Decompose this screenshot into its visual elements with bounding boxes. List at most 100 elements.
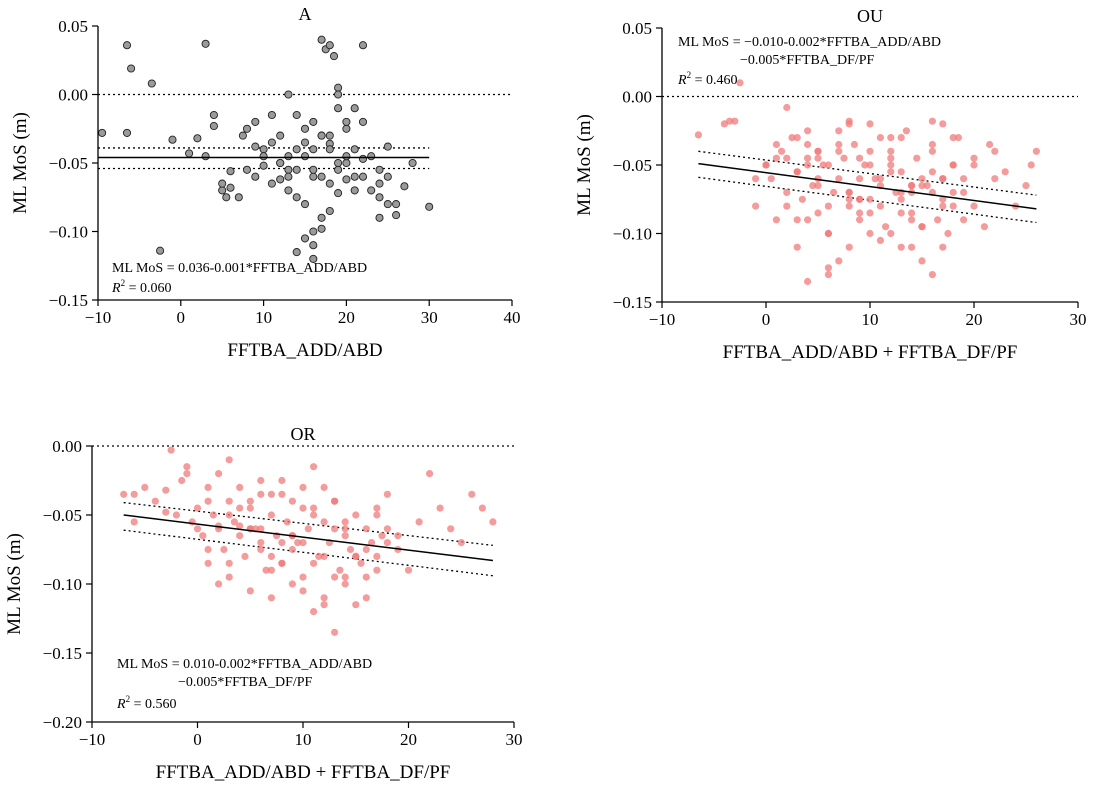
chart-or-point [141,483,149,491]
chart-or-y-label: ML MoS (m) [4,533,25,635]
chart-a-point [284,172,293,181]
chart-or-point [257,476,265,485]
chart-a-point [342,152,351,161]
chart-a-y-tick-label: 0.05 [58,17,88,36]
chart-or-point [204,497,212,505]
chart-ou-point [949,202,957,210]
chart-or-point [341,518,349,526]
chart-a-point [242,165,252,174]
chart-a-y-label: ML MoS (m) [10,112,31,214]
chart-ou-r-squared: R2 = 0.460 [677,70,737,88]
chart-a-point [122,128,132,137]
chart-a-x-tick-label: 30 [421,308,438,327]
chart-a-r-label: R [111,281,121,296]
chart-or-point [172,511,180,519]
chart-ou-point [887,229,895,238]
chart-or-point [362,545,370,554]
chart-a-point [325,206,334,216]
chart-a-panel: A −10 0 10 20 30 40 −0.15 −0.10 −0.05 0.00 0.05 FFTB… [10,4,521,361]
chart-ou-point [793,216,801,224]
chart-or-point [288,580,296,588]
chart-ou-point [887,154,895,162]
chart-a-point [122,41,132,50]
chart-or-ci-upper [123,501,493,547]
chart-ou-point [960,216,968,224]
chart-a-point [317,213,326,222]
chart-or-point [368,539,376,547]
chart-or-point [230,518,238,526]
chart-a-y-tick-label: −0.15 [49,291,88,310]
chart-ou-point [928,271,937,279]
chart-a-point [267,138,276,147]
chart-or-title: OR [290,424,315,444]
chart-ou-point [824,264,833,272]
chart-a-point [358,172,368,181]
chart-or-point [299,573,307,581]
chart-ou-y-tick-label: 0.05 [622,19,652,38]
chart-ou-point [928,168,937,176]
chart-ou-point [824,161,833,169]
chart-or-point [288,497,296,505]
chart-ou-point [772,140,781,149]
chart-a-point [251,172,260,181]
chart-a-point [350,186,359,195]
chart-or-point [167,446,175,454]
chart-a-point [284,165,293,174]
chart-ou-point [804,216,812,224]
chart-a-point [334,158,343,168]
chart-a-point [408,158,417,168]
chart-ou-point [954,134,963,142]
chart-a-point [218,186,227,195]
chart-or-point [267,490,275,498]
chart-a-point [284,90,293,99]
chart-a-point [334,90,343,99]
chart-or-x-tick-label: 30 [506,730,523,749]
chart-ou-point [835,175,843,183]
chart-ou-point [1032,147,1040,155]
chart-ou-point [897,209,905,217]
chart-a-point [259,145,268,154]
chart-a-point [358,41,368,50]
chart-ou-y-tick-label: −0.05 [613,156,652,175]
chart-ou-point [876,134,885,142]
chart-or-point [373,511,381,519]
chart-ou-point [850,140,859,149]
chart-a-points [98,35,434,263]
chart-or-point [357,559,365,567]
chart-or-points [120,446,497,636]
chart-ou-point [866,120,874,128]
chart-ou-point [814,182,822,190]
chart-or-point [320,601,328,609]
chart-ou-point [913,154,921,162]
chart-a-equation-line: ML MoS = 0.036-0.001*FFTBA_ADD/ABD [112,261,367,276]
chart-a-x-tick-label: 10 [255,308,272,327]
chart-or-equation-line: ML MoS = 0.010-0.002*FFTBA_ADD/ABD [117,657,372,672]
chart-ou-point [939,202,947,210]
chart-a-point [201,39,210,48]
chart-ou-r-label: R [677,73,687,88]
chart-or-point [299,483,307,491]
chart-or-point [346,545,355,554]
chart-ou-point [939,175,947,183]
chart-a-point [218,179,227,188]
chart-a-point [284,186,293,195]
chart-or-point [267,594,275,602]
chart-ou-point [845,202,853,210]
chart-ou-point [835,127,843,135]
chart-or-point [278,539,286,547]
chart-ou-point [866,209,874,217]
chart-a-point [392,200,401,209]
chart-or-point [199,532,207,540]
chart-a-point [209,121,218,131]
chart-or-y-tick-label: 0.00 [52,437,82,456]
chart-or-point [283,518,291,526]
chart-a-point [238,131,247,140]
chart-or-point [241,552,249,561]
chart-ou-point [835,257,843,265]
chart-or-point [310,608,318,616]
chart-or-point [320,594,328,602]
chart-ou-point [783,202,791,210]
chart-or-y-tick-label: −0.10 [43,575,82,594]
chart-a-point [350,145,359,154]
chart-ou-point [866,161,874,169]
